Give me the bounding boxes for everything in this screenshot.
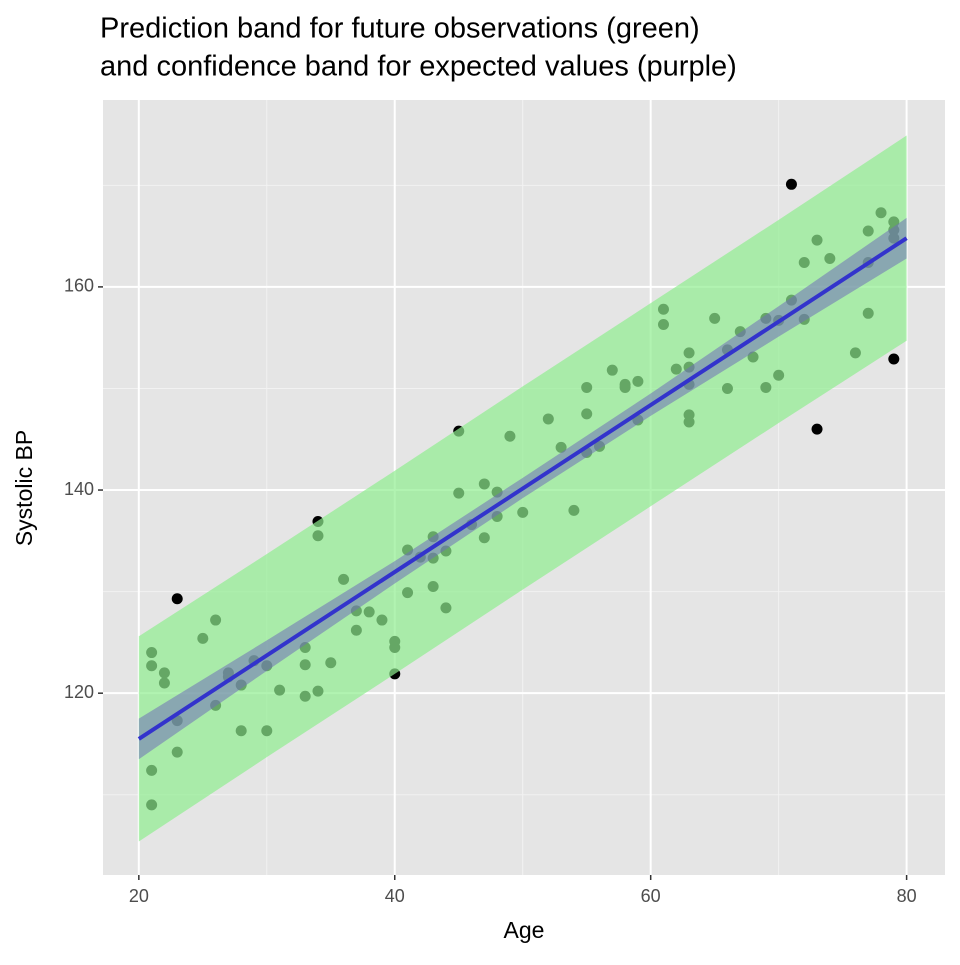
- fit-line: [137, 236, 908, 741]
- point: [785, 178, 797, 190]
- y-tick-label: 160: [64, 276, 94, 296]
- point: [888, 353, 900, 365]
- point: [811, 423, 823, 435]
- x-tick-label: 60: [641, 886, 661, 906]
- chart-title: Prediction band for future observations …: [100, 13, 700, 45]
- point: [171, 593, 183, 605]
- chart-title: and confidence band for expected values …: [100, 51, 737, 83]
- y-tick-label: 140: [64, 479, 94, 499]
- y-tick-label: 120: [64, 682, 94, 702]
- x-tick-label: 40: [385, 886, 405, 906]
- x-axis-label: Age: [504, 917, 545, 943]
- y-axis-label: Systolic BP: [11, 430, 37, 546]
- x-tick-label: 20: [129, 886, 149, 906]
- x-tick-label: 80: [897, 886, 917, 906]
